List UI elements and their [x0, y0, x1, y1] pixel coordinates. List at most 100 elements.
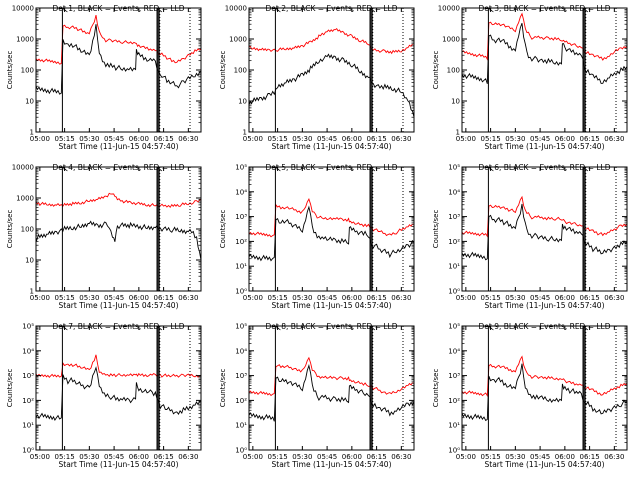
x-axis-label: Start Time (11-Jun-15 04:57:40)	[485, 301, 605, 310]
panel-det-9: 05:00 05:15 05:30 05:45 06:00 06:15 06:30 10⁰ 10…	[432, 322, 628, 469]
y-axis-label: Counts/sec	[432, 210, 440, 249]
plot-frame	[461, 166, 628, 292]
marker-flag	[156, 325, 163, 331]
marker-flag	[582, 166, 589, 172]
plot-frame	[35, 325, 202, 451]
series-line-events	[35, 366, 202, 422]
series-line-lld	[35, 354, 201, 379]
y-tick-label: 10³	[22, 372, 34, 380]
series-line-lld	[461, 195, 628, 238]
x-tick-label: 06:30	[391, 453, 411, 461]
y-axis-label: Counts/sec	[6, 210, 14, 249]
y-tick-label: 10000	[12, 5, 34, 13]
y-tick-label: 1000	[16, 36, 34, 44]
panel-title: Det 6, BLACK = Events, RED = LLD	[478, 163, 610, 172]
y-tick-label: 10⁴	[235, 347, 247, 355]
x-tick-label: 06:15	[580, 135, 600, 143]
x-tick-label: 06:00	[129, 294, 149, 302]
y-axis-label: Counts/sec	[6, 369, 14, 408]
y-tick-label: 10¹	[448, 263, 460, 271]
x-tick-label: 05:45	[530, 453, 550, 461]
plot-frame	[461, 325, 628, 451]
y-tick-label: 10²	[448, 397, 460, 405]
y-tick-label: 10⁰	[448, 447, 460, 455]
y-tick-label: 1000	[442, 36, 460, 44]
series-line-events	[248, 53, 415, 118]
x-tick-label: 05:45	[104, 453, 124, 461]
y-tick-label: 10²	[22, 397, 34, 405]
y-tick-label: 10⁴	[448, 188, 460, 196]
x-tick-label: 06:00	[342, 453, 362, 461]
x-tick-label: 05:30	[292, 135, 312, 143]
y-tick-label: 10	[451, 98, 460, 106]
marker-flag	[156, 166, 163, 172]
marker-flag	[156, 7, 163, 13]
marker-flag	[582, 325, 589, 331]
x-tick-label: 05:45	[317, 453, 337, 461]
x-tick-label: 05:45	[530, 135, 550, 143]
series-line-events	[35, 24, 202, 95]
panel-title: Det 7, BLACK = Events, RED = LLD	[52, 322, 184, 331]
panel-det-3: 05:00 05:15 05:30 05:45 06:00 06:15 06:30 1 10 10…	[432, 4, 628, 151]
x-tick-label: 05:00	[243, 453, 263, 461]
x-tick-label: 05:30	[505, 294, 525, 302]
x-tick-label: 06:15	[367, 453, 387, 461]
x-tick-label: 06:15	[154, 453, 174, 461]
y-tick-label: 10	[238, 98, 247, 106]
y-tick-label: 10⁴	[448, 347, 460, 355]
x-tick-label: 05:00	[456, 294, 476, 302]
series-line-lld	[35, 14, 202, 65]
x-tick-label: 05:30	[292, 294, 312, 302]
y-tick-label: 10²	[235, 397, 247, 405]
y-tick-label: 10⁴	[22, 347, 34, 355]
x-tick-label: 05:15	[481, 294, 501, 302]
x-tick-label: 06:30	[391, 135, 411, 143]
x-tick-label: 05:45	[317, 294, 337, 302]
x-tick-label: 05:30	[505, 135, 525, 143]
x-axis-label: Start Time (11-Jun-15 04:57:40)	[59, 301, 179, 310]
y-tick-label: 10¹	[22, 422, 34, 430]
x-axis-label: Start Time (11-Jun-15 04:57:40)	[59, 142, 179, 151]
panel-title: Det 5, BLACK = Events, RED = LLD	[265, 163, 397, 172]
series-line-lld	[35, 192, 202, 209]
x-axis-label: Start Time (11-Jun-15 04:57:40)	[272, 301, 392, 310]
series-line-lld	[248, 28, 415, 55]
x-tick-label: 06:00	[342, 135, 362, 143]
y-tick-label: 10⁵	[235, 323, 247, 331]
x-tick-label: 06:30	[178, 453, 198, 461]
y-axis-label: Counts/sec	[6, 51, 14, 90]
x-tick-label: 06:30	[604, 453, 624, 461]
x-tick-label: 05:30	[79, 453, 99, 461]
y-tick-label: 10³	[235, 213, 247, 221]
y-tick-label: 10¹	[448, 422, 460, 430]
plot-frame	[248, 325, 415, 451]
x-tick-label: 06:30	[178, 294, 198, 302]
plot-frame	[248, 7, 415, 133]
y-tick-label: 100	[21, 67, 34, 75]
x-tick-label: 05:00	[30, 294, 50, 302]
y-tick-label: 10⁴	[235, 188, 247, 196]
y-tick-label: 10000	[225, 5, 247, 13]
x-tick-label: 05:15	[481, 135, 501, 143]
y-axis-label: Counts/sec	[219, 51, 227, 90]
panel-title: Det 1, BLACK = Events, RED = LLD	[52, 4, 184, 13]
x-axis-label: Start Time (11-Jun-15 04:57:40)	[272, 460, 392, 469]
x-tick-label: 05:45	[104, 135, 124, 143]
y-tick-label: 10	[25, 257, 34, 265]
x-axis-label: Start Time (11-Jun-15 04:57:40)	[485, 142, 605, 151]
x-tick-label: 06:15	[580, 453, 600, 461]
panel-title: Det 8, BLACK = Events, RED = LLD	[265, 322, 397, 331]
x-tick-label: 06:30	[604, 294, 624, 302]
y-tick-label: 10³	[235, 372, 247, 380]
x-tick-label: 06:00	[342, 294, 362, 302]
panel-title: Det 9, BLACK = Events, RED = LLD	[478, 322, 610, 331]
x-tick-label: 05:00	[30, 453, 50, 461]
series-line-lld	[461, 12, 628, 61]
x-tick-label: 06:15	[367, 294, 387, 302]
x-tick-label: 06:15	[154, 135, 174, 143]
y-tick-label: 10⁰	[235, 447, 247, 455]
series-line-lld	[248, 197, 415, 238]
x-tick-label: 05:30	[79, 135, 99, 143]
x-tick-label: 05:15	[55, 294, 75, 302]
